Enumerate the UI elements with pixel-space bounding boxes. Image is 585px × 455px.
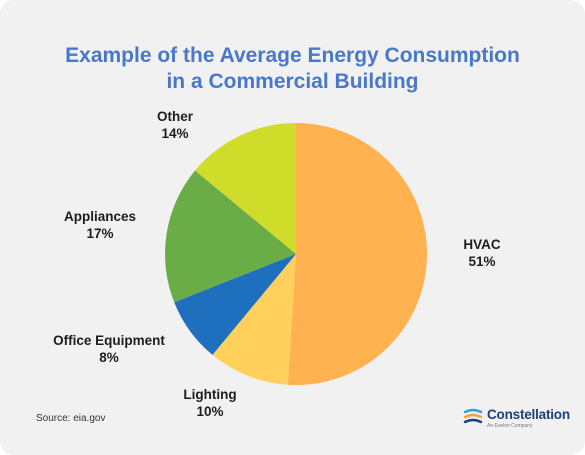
label-office-equipment: Office Equipment 8%: [44, 332, 174, 366]
label-lighting-value: 10%: [196, 404, 224, 419]
constellation-logo-mark: [463, 408, 483, 424]
pie-slice-appliances: [165, 170, 296, 303]
label-lighting-name: Lighting: [183, 387, 237, 402]
constellation-logo: Constellation An Exelon Company: [463, 405, 570, 433]
label-office-equipment-name: Office Equipment: [53, 333, 165, 348]
chart-title-line-2: in a Commercial Building: [166, 70, 419, 93]
chart-title-line-1: Example of the Average Energy Consumptio…: [65, 44, 520, 67]
label-other-name: Other: [156, 109, 193, 124]
label-appliances-name: Appliances: [63, 209, 137, 224]
pie-slice-office-equipment: [174, 254, 296, 355]
source-note: Source: eia.gov: [36, 413, 106, 424]
pie-slice-other: [195, 122, 296, 254]
chart-title: Example of the Average Energy Consumptio…: [0, 43, 585, 95]
brand-tagline: An Exelon Company: [487, 423, 533, 429]
label-hvac-value: 51%: [468, 254, 496, 269]
brand-name: Constellation: [487, 407, 570, 422]
label-office-equipment-value: 8%: [99, 350, 119, 365]
label-other: Other 14%: [140, 108, 210, 142]
label-other-value: 14%: [161, 126, 189, 141]
label-hvac-name: HVAC: [463, 237, 501, 252]
label-lighting: Lighting 10%: [170, 386, 250, 420]
label-appliances-value: 17%: [86, 226, 114, 241]
label-appliances: Appliances 17%: [50, 208, 150, 242]
pie-slice-hvac: [287, 123, 427, 385]
label-hvac: HVAC 51%: [452, 236, 512, 270]
pie-slice-lighting: [212, 254, 296, 385]
